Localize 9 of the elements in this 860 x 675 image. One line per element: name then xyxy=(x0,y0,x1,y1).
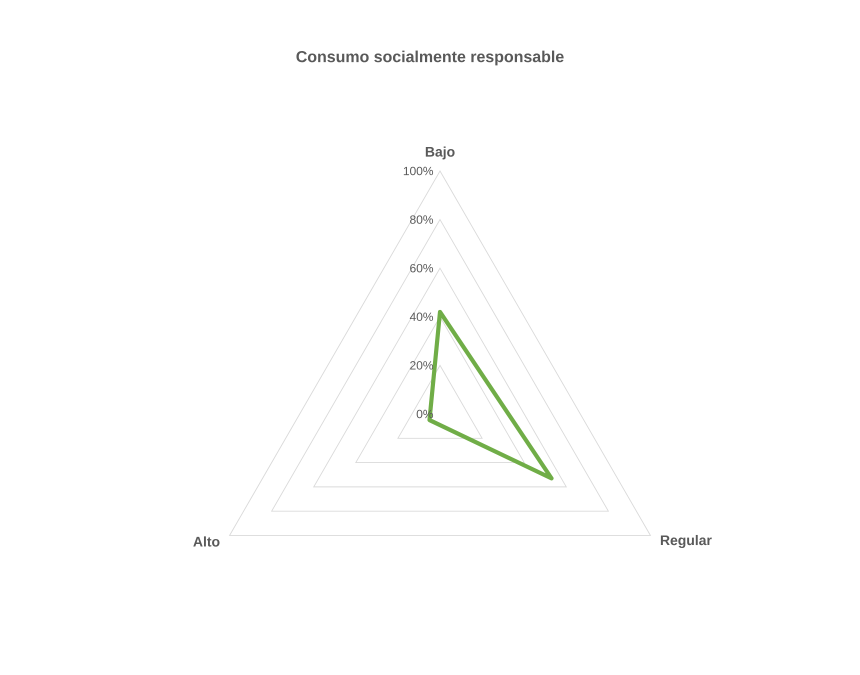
y-tick-label: 40% xyxy=(410,312,434,322)
spoke-label: Regular xyxy=(660,534,712,548)
y-tick-label: 80% xyxy=(410,215,434,224)
y-tick-label: 20% xyxy=(410,361,434,370)
y-tick-label: 60% xyxy=(410,264,434,272)
chart-title: Consumo socialmente responsable xyxy=(296,50,564,66)
spoke-label: Alto xyxy=(193,536,220,547)
y-tick-label: 100% xyxy=(404,166,434,176)
spoke-label: Bajo xyxy=(426,146,455,160)
